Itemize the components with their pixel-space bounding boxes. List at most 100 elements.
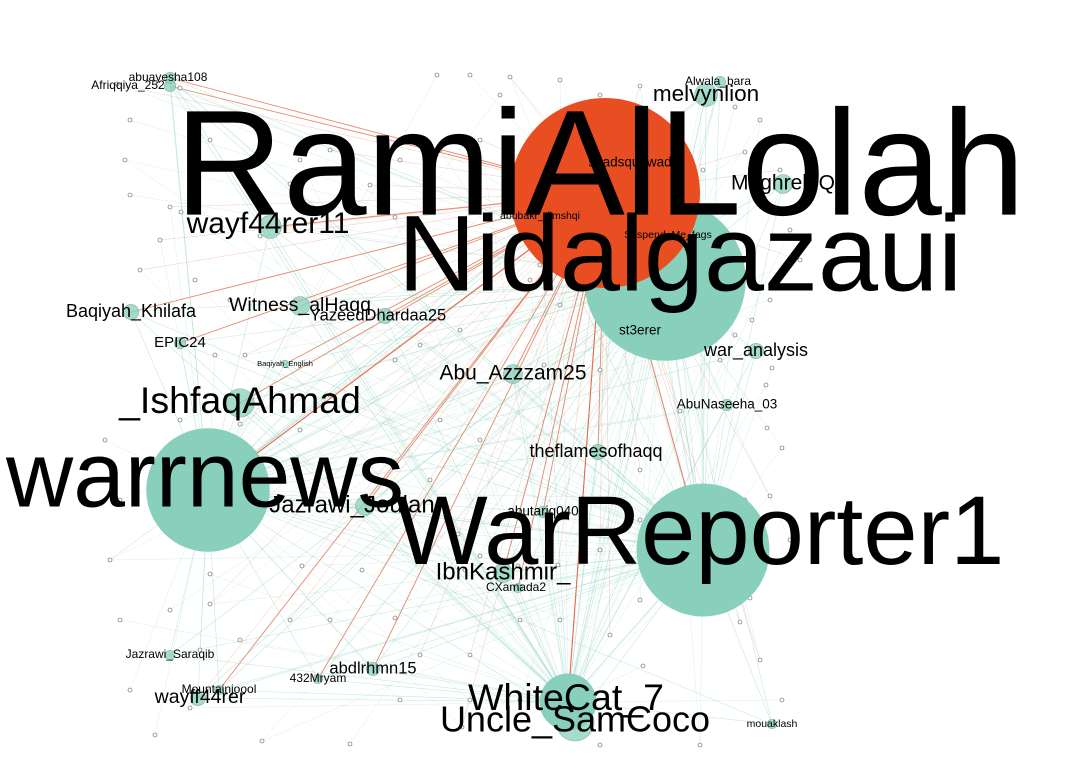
edge-minor <box>209 279 666 605</box>
minor-node <box>434 72 440 78</box>
edge <box>384 315 569 703</box>
edge-minor <box>119 619 569 703</box>
node-witness_alhaqq[interactable] <box>290 296 310 316</box>
minor-node <box>259 738 265 744</box>
minor-node <box>787 537 793 543</box>
edge <box>179 342 704 551</box>
minor-node <box>117 617 123 623</box>
node-label-abdlrhmn15: abdlrhmn15 <box>329 659 416 677</box>
node-wayf44rer11[interactable] <box>258 215 282 239</box>
minor-node <box>405 512 411 518</box>
minor-node <box>742 149 748 155</box>
edge <box>284 363 704 551</box>
node-abutariq040[interactable] <box>536 505 549 518</box>
edge-minor <box>199 279 666 441</box>
node-jazrawi_joulan[interactable] <box>355 496 375 516</box>
minor-node <box>392 214 398 220</box>
node-yazeeddhardaa25[interactable] <box>377 308 393 324</box>
minor-node <box>700 167 706 173</box>
minor-node <box>467 72 473 78</box>
minor-node <box>137 267 143 273</box>
edge-minor <box>139 269 569 703</box>
edge-minor <box>301 549 704 567</box>
edge <box>317 279 666 680</box>
edge <box>567 330 641 703</box>
minor-node <box>397 157 403 163</box>
minor-node <box>717 357 723 363</box>
minor-node <box>459 724 465 730</box>
minor-node <box>757 657 763 663</box>
edge-minor <box>209 573 569 703</box>
node-label-uncle_samcoco: Uncle_SamCoco <box>440 699 710 740</box>
minor-node <box>637 467 643 473</box>
minor-node <box>117 497 123 503</box>
edge-minor <box>124 159 704 551</box>
node-alwala_bara[interactable] <box>713 76 726 89</box>
minor-node <box>597 92 603 98</box>
node-warrnews[interactable] <box>146 428 270 552</box>
edge-minor <box>169 279 666 611</box>
node-label-wayf44rer11: wayf44rer11 <box>186 207 350 240</box>
node-ramiallolah[interactable] <box>510 98 700 288</box>
minor-node <box>607 632 613 638</box>
edge <box>512 373 569 703</box>
node-wayff44rer[interactable] <box>190 690 206 706</box>
minor-node <box>763 382 769 388</box>
node-epic24[interactable] <box>174 336 187 349</box>
edge-minor <box>439 149 704 551</box>
minor-node <box>477 137 483 143</box>
minor-node <box>527 277 533 283</box>
minor-node <box>392 357 398 363</box>
edge <box>169 279 666 656</box>
node-whitecat_7[interactable] <box>539 673 597 731</box>
node-label-mountainjoool: Mountainjoool <box>182 682 257 696</box>
node-label-cxamada2: CXamada2 <box>486 580 546 594</box>
edge <box>197 549 704 699</box>
minor-node <box>467 697 473 703</box>
minor-node <box>177 417 183 423</box>
node-warreporter1[interactable] <box>636 483 770 617</box>
minor-node <box>347 741 353 747</box>
edge-minor <box>299 159 569 703</box>
node-maghrebiq[interactable] <box>773 174 793 194</box>
node-label-suspend_me_fags: Suspend_Me_fags <box>624 229 712 241</box>
node-mountainjoool[interactable] <box>213 684 225 696</box>
node-mouaklash[interactable] <box>766 718 778 730</box>
node-label-abutariq040: abutariq040 <box>507 504 578 519</box>
minor-node <box>287 617 293 623</box>
node-melvynlion[interactable] <box>694 83 718 107</box>
node-abdlrhmn15[interactable] <box>366 662 380 676</box>
minor-node <box>779 445 785 451</box>
node-baqiyah_english[interactable] <box>280 359 290 369</box>
minor-node <box>122 157 128 163</box>
minor-node <box>242 352 248 358</box>
edge-minor <box>239 423 569 703</box>
minor-node <box>167 607 173 613</box>
node-_ishfaqahmad[interactable] <box>225 388 255 418</box>
minor-node <box>367 182 373 188</box>
minor-node <box>417 652 423 658</box>
node-label-war_analysis: war_analysis <box>703 340 808 361</box>
node-theflamesofhaqq[interactable] <box>590 444 606 460</box>
node-label-warreporter1: WarReporter1 <box>396 476 1005 585</box>
node-label-theflamesofhaqq: theflamesofhaqq <box>529 441 662 461</box>
node-jazrawi_saraqib[interactable] <box>164 649 176 661</box>
node-cxamada2[interactable] <box>512 582 524 594</box>
node-abu_azzzam25[interactable] <box>503 364 523 384</box>
edge <box>269 226 569 703</box>
minor-node <box>227 297 233 303</box>
edge-minor <box>567 699 783 703</box>
node-ibnkashmir_[interactable] <box>493 563 513 583</box>
edge-minor <box>207 74 438 491</box>
edge <box>372 279 666 670</box>
node-war_analysis[interactable] <box>748 343 764 359</box>
node-432mryam[interactable] <box>312 673 324 685</box>
node-label-nidalgazaui: Nidalgazaui <box>398 193 962 314</box>
node-baqiyah_khilafa[interactable] <box>123 304 139 320</box>
node-abuayesha108[interactable] <box>164 72 177 85</box>
minor-node <box>392 615 398 621</box>
minor-node <box>287 181 293 187</box>
node-label-432mryam: 432Mryam <box>290 671 347 685</box>
node-abunaseeha_03[interactable] <box>720 398 733 411</box>
